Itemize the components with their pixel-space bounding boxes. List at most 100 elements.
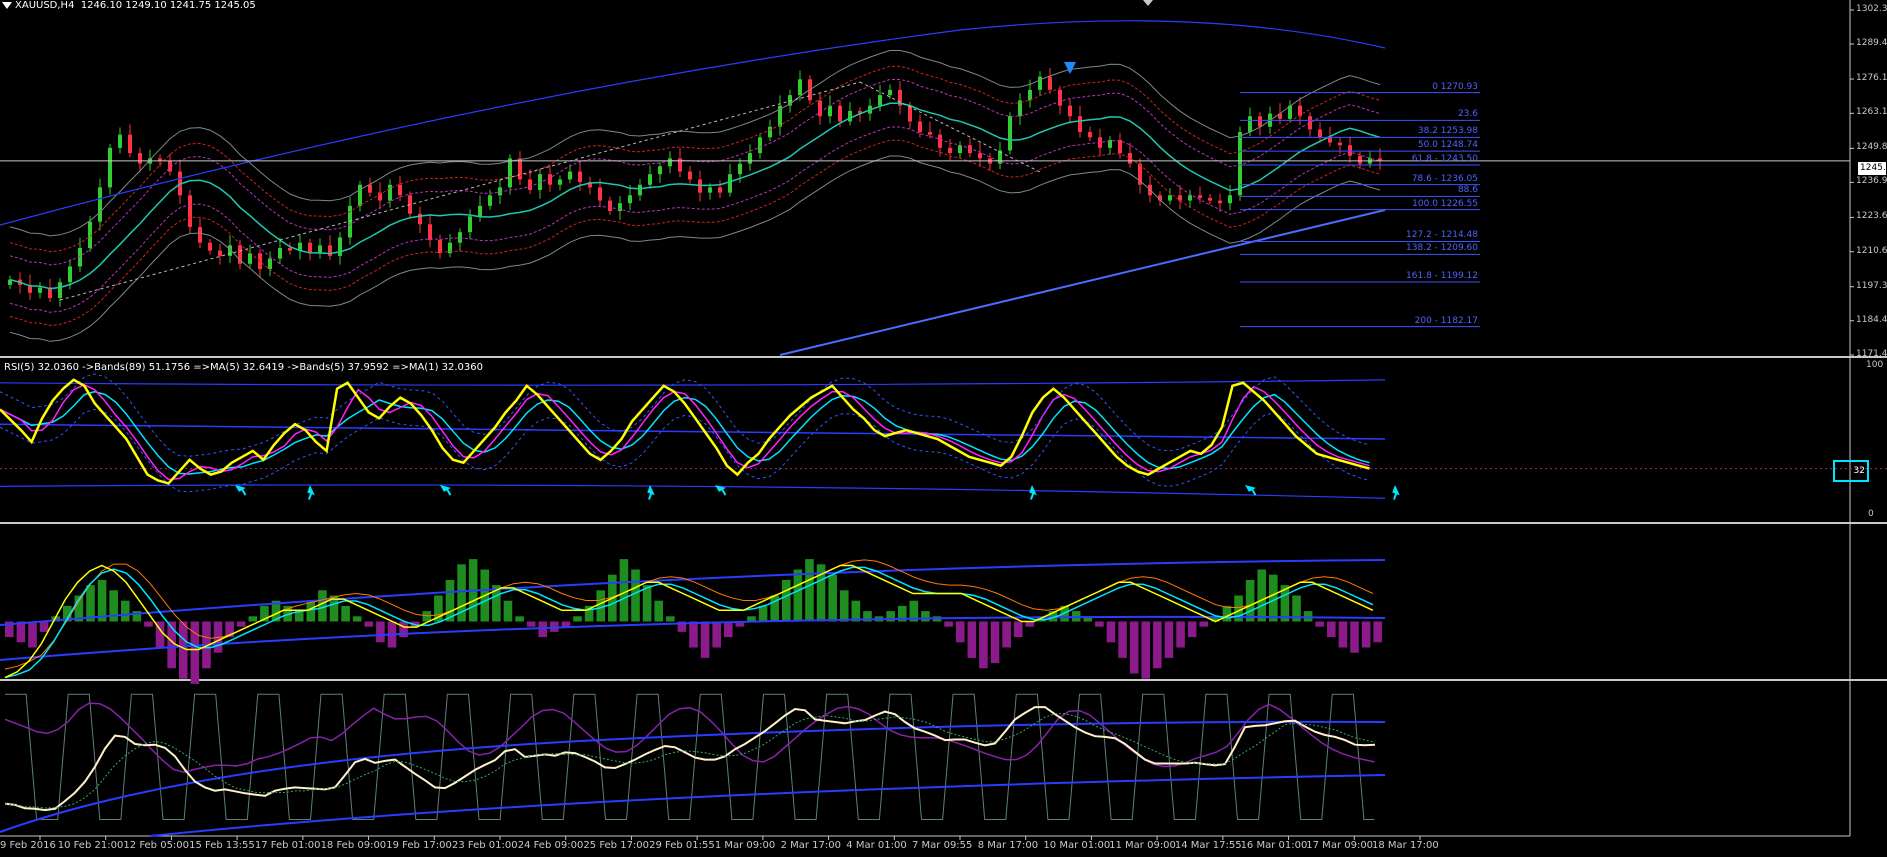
macd-fast-line bbox=[4, 566, 1374, 679]
candle-body bbox=[898, 89, 902, 106]
cyan-arrow-icon bbox=[1392, 485, 1400, 500]
time-tick-label: 23 Feb 01:00 bbox=[452, 840, 518, 851]
candle-body bbox=[1048, 76, 1052, 90]
time-tick-label: 11 Mar 09:00 bbox=[1109, 840, 1176, 851]
trendline-support bbox=[779, 209, 1386, 356]
candle-body bbox=[638, 184, 642, 196]
histogram-bar bbox=[1327, 621, 1336, 638]
histogram-bar bbox=[16, 621, 26, 643]
histogram-bar bbox=[120, 600, 130, 622]
fib-level-label: 100.0 1226.55 bbox=[1412, 198, 1478, 209]
histogram-bar bbox=[654, 600, 664, 622]
fib-level-label: 138.2 - 1209.60 bbox=[1406, 243, 1478, 254]
cyan-arrow-icon bbox=[440, 485, 452, 496]
candle-body bbox=[98, 187, 102, 222]
histogram-bar bbox=[1129, 621, 1139, 674]
histogram-bar bbox=[839, 590, 849, 622]
histogram-bar bbox=[689, 621, 698, 648]
histogram-bar bbox=[1106, 621, 1116, 643]
price-tick-label: 1236.9 bbox=[1856, 176, 1887, 187]
candle-body bbox=[608, 200, 612, 212]
trendline-dotted bbox=[59, 81, 861, 301]
candle-body bbox=[728, 174, 732, 193]
histogram-bar bbox=[1361, 621, 1371, 648]
histogram-bar bbox=[190, 621, 200, 684]
histogram-bar bbox=[631, 569, 640, 622]
candle-body bbox=[318, 245, 322, 254]
candle-body bbox=[8, 279, 12, 285]
candle-body bbox=[1038, 76, 1042, 90]
histogram-bar bbox=[341, 605, 350, 622]
rsi-panel-label: RSI(5) 32.0360 ->Bands(89) 51.1756 =>MA(… bbox=[4, 362, 483, 373]
histogram-bar bbox=[167, 621, 176, 669]
candle-body bbox=[198, 226, 202, 243]
cyan-arrow-icon bbox=[1245, 485, 1257, 496]
histogram-bar bbox=[747, 616, 756, 622]
time-tick-label: 24 Feb 09:00 bbox=[517, 840, 584, 851]
candle-body bbox=[418, 213, 422, 225]
candle-body bbox=[1228, 195, 1232, 204]
candle-body bbox=[948, 147, 952, 154]
histogram-bar bbox=[642, 585, 652, 622]
histogram-bar bbox=[329, 595, 339, 622]
histogram-bar bbox=[62, 605, 72, 622]
candle-body bbox=[58, 282, 62, 299]
histogram-bar bbox=[793, 569, 803, 622]
candle-body bbox=[548, 174, 552, 185]
stoch-main-line bbox=[4, 706, 1376, 812]
histogram-bar bbox=[364, 621, 374, 627]
candle-body bbox=[518, 158, 522, 180]
candle-body bbox=[448, 242, 452, 254]
candle-body bbox=[828, 105, 832, 117]
cyan-arrow-icon bbox=[307, 485, 315, 500]
cyan-arrow-icon bbox=[1029, 485, 1037, 500]
candle-body bbox=[298, 242, 302, 251]
cyan-arrow-icon bbox=[235, 485, 247, 496]
histogram-bar bbox=[248, 616, 258, 622]
fib-level-label: 38.2 1253.98 bbox=[1417, 126, 1478, 137]
candle-body bbox=[1298, 105, 1302, 117]
candle-body bbox=[118, 134, 122, 148]
histogram-bar bbox=[1315, 621, 1325, 627]
candle-body bbox=[1058, 89, 1062, 106]
symbol-menu-icon[interactable] bbox=[2, 2, 12, 9]
candle-body bbox=[268, 258, 272, 270]
price-tick-label: 1197.3 bbox=[1856, 280, 1887, 291]
histogram-bar bbox=[144, 621, 153, 627]
candle-body bbox=[128, 134, 132, 154]
candle-body bbox=[1128, 153, 1132, 164]
candle-body bbox=[1338, 142, 1342, 146]
candle-body bbox=[618, 203, 622, 212]
candle-body bbox=[1258, 116, 1262, 127]
candle-body bbox=[158, 158, 162, 162]
histogram-bar bbox=[51, 616, 60, 622]
histogram-bar bbox=[979, 621, 988, 669]
candle-body bbox=[788, 95, 792, 106]
symbol-label: XAUUSD,H4 bbox=[15, 0, 75, 11]
candle-body bbox=[288, 247, 292, 251]
candle-body bbox=[758, 137, 762, 154]
histogram-bar bbox=[828, 574, 837, 622]
candle-body bbox=[748, 153, 752, 164]
candle-body bbox=[278, 247, 282, 259]
stoch-signal-line bbox=[4, 713, 1376, 809]
histogram-bar bbox=[1211, 616, 1220, 622]
candle-body bbox=[678, 158, 682, 172]
histogram-bar bbox=[352, 616, 362, 622]
histogram-bar bbox=[781, 579, 791, 622]
histogram-bar bbox=[28, 621, 37, 648]
candle-body bbox=[108, 147, 112, 188]
candle-body bbox=[1208, 197, 1212, 201]
histogram-bar bbox=[236, 621, 246, 627]
candle-body bbox=[1018, 100, 1022, 117]
histogram-bar bbox=[897, 605, 907, 622]
histogram-bar bbox=[1257, 569, 1267, 622]
histogram-bar bbox=[109, 590, 118, 622]
candle-body bbox=[1248, 116, 1252, 133]
candle-body bbox=[938, 134, 942, 148]
histogram-bar bbox=[155, 621, 165, 648]
histogram-bar bbox=[886, 611, 895, 622]
candle-body bbox=[1328, 137, 1332, 143]
histogram-bar bbox=[1153, 621, 1162, 669]
candle-body bbox=[778, 105, 782, 127]
